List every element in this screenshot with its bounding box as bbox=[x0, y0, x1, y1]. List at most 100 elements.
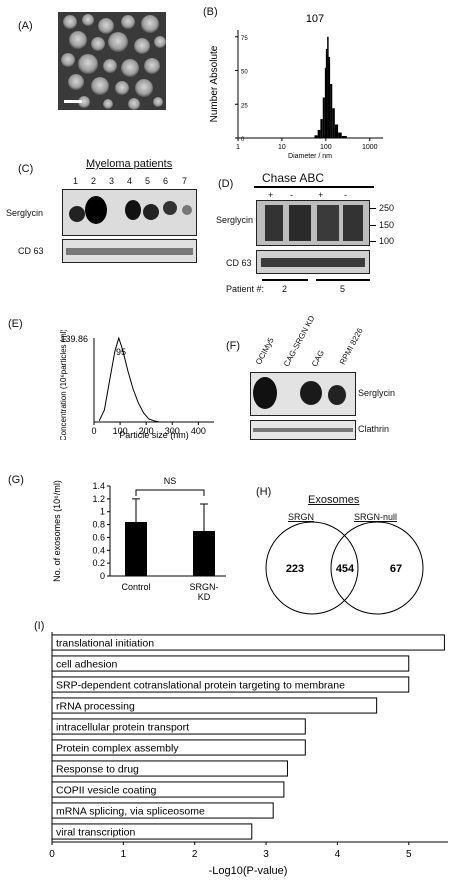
bar-label: Protein complex assembly bbox=[56, 743, 179, 755]
panel-f-serglycin-blot bbox=[250, 372, 356, 416]
bar bbox=[51, 718, 306, 735]
x-tick-label: 300 bbox=[165, 426, 180, 436]
panel-g-chart: NS 0 0.2 0.4 0.6 0.8 1 1.2 1.4 Control SRGN-KD No… bbox=[52, 476, 226, 602]
x-tick-label: 1000 bbox=[362, 144, 378, 151]
lane-label: 6 bbox=[163, 176, 169, 186]
bar bbox=[51, 781, 285, 798]
histogram-bar bbox=[338, 132, 342, 138]
panel-f-row-label-clathrin: Clathrin bbox=[358, 424, 390, 434]
panel-f-clathrin-blot bbox=[250, 420, 356, 440]
lane-label: 4 bbox=[127, 176, 133, 186]
bar bbox=[51, 760, 288, 777]
y-tick-label: 50 bbox=[241, 70, 248, 76]
panel-d-row-label-serglycin: Serglycin bbox=[216, 215, 254, 225]
bar bbox=[51, 634, 445, 651]
y-tick-label: 0 bbox=[100, 571, 105, 581]
marker-label: 150 bbox=[379, 220, 395, 230]
venn-overlap-count: 454 bbox=[336, 563, 355, 575]
x-category-label: SRGN- bbox=[190, 582, 219, 592]
bar-label: cell adhesion bbox=[56, 659, 117, 671]
x-tick-label: 2 bbox=[192, 849, 198, 860]
panel-f-label: (F) bbox=[226, 340, 241, 352]
panel-g-ns-label: NS bbox=[164, 476, 177, 486]
panel-f-row-label-serglycin: Serglycin bbox=[358, 388, 396, 398]
y-tick-label: 1 bbox=[100, 507, 105, 517]
panel-b-label: (B) bbox=[203, 6, 218, 18]
panel-f-lane-labels: OCIMy5 CAG-SRGN KD CAG RPMI 8226 bbox=[244, 310, 365, 370]
panel-d-serglycin-blot bbox=[256, 200, 370, 246]
panel-e-label: (E) bbox=[8, 318, 23, 330]
venn-circle-srgn-null bbox=[330, 521, 424, 615]
marker-tick bbox=[370, 241, 376, 242]
histogram-bar bbox=[327, 36, 329, 138]
panel-e-chart: 139.86 95 0 100 200 300 400 Particle size (n… bbox=[59, 330, 214, 440]
x-category-label: KD bbox=[198, 592, 211, 602]
y-tick-label: 0 bbox=[241, 137, 245, 143]
marker-tick bbox=[370, 225, 376, 226]
bar-label: COPII vesicle coating bbox=[56, 785, 157, 797]
histogram-bar bbox=[341, 135, 347, 138]
bar-label: SRP-dependent cotranslational protein ta… bbox=[56, 680, 345, 692]
panel-d-patient-label: Patient #: bbox=[226, 284, 265, 294]
panel-d-cd63-blot bbox=[256, 250, 370, 274]
bar bbox=[51, 802, 274, 819]
treatment-sign: - bbox=[344, 190, 347, 200]
x-category-label: Control bbox=[121, 582, 150, 592]
panel-e-y-axis-label: Concentration (10⁶particles /ml) bbox=[59, 330, 68, 440]
lane-label: RPMI 8226 bbox=[338, 326, 365, 367]
panel-c-cd63-blot bbox=[62, 239, 197, 263]
panel-d-title: Chase ABC bbox=[262, 171, 325, 185]
venn-right-set-label: SRGN-null bbox=[354, 512, 398, 522]
panel-g-significance-bracket bbox=[135, 489, 205, 496]
venn-left-set-label: SRGN bbox=[288, 512, 315, 522]
size-distribution-line bbox=[98, 336, 160, 423]
bar bbox=[125, 522, 147, 576]
treatment-sign: + bbox=[268, 190, 274, 200]
y-tick-label: 0.8 bbox=[92, 520, 105, 530]
histogram-bar bbox=[334, 124, 339, 138]
x-tick-label: 4 bbox=[335, 849, 341, 860]
panel-c-lane-labels: 1 2 3 4 5 6 7 bbox=[66, 176, 196, 188]
x-tick-label: 100 bbox=[320, 144, 332, 151]
patient-group-bar bbox=[316, 279, 370, 281]
lane-label: 7 bbox=[182, 176, 188, 186]
panel-b-chart: 107 1 10 100 1000 0 25 50 75 Diameter / nm Numb… bbox=[209, 13, 383, 160]
panel-g-y-axis-label: No. of exosomes (10⁶/ml) bbox=[52, 480, 62, 582]
lane-label: 1 bbox=[73, 176, 79, 186]
panel-h-venn: 223 454 67 bbox=[265, 521, 424, 615]
panel-a-label: (A) bbox=[18, 20, 33, 32]
y-tick-label: 1.2 bbox=[92, 494, 105, 504]
bar-label: mRNA splicing, via spliceosome bbox=[56, 806, 205, 818]
panel-d-label: (D) bbox=[218, 178, 234, 190]
x-tick-label: 5 bbox=[406, 849, 412, 860]
bar-label: rRNA processing bbox=[56, 701, 135, 713]
histogram-bar bbox=[330, 84, 333, 138]
x-tick-label: 10 bbox=[278, 144, 286, 151]
venn-circle-srgn bbox=[265, 521, 359, 615]
bar-label: intracellular protein transport bbox=[56, 722, 189, 734]
bar bbox=[193, 531, 215, 576]
x-tick-label: 200 bbox=[139, 426, 154, 436]
y-tick-label: 75 bbox=[241, 36, 248, 42]
histogram-bar bbox=[322, 97, 325, 138]
panel-c-row-label-serglycin: Serglycin bbox=[6, 208, 44, 218]
patient-group-bar bbox=[262, 279, 308, 281]
panel-c-label: (C) bbox=[18, 163, 34, 175]
panel-c-row-label-cd63: CD 63 bbox=[18, 246, 44, 256]
panel-b-y-axis-label: Number Absolute bbox=[209, 45, 220, 122]
panel-h-title: Exosomes bbox=[308, 494, 360, 506]
panel-e-y-axis-label-text: Concentration (10⁶particles /ml) bbox=[59, 330, 68, 440]
histogram-bar bbox=[324, 67, 327, 138]
panel-i-label: (I) bbox=[34, 620, 45, 632]
lane-label: OCIMy5 bbox=[254, 336, 276, 367]
panel-d-row-label-cd63: CD 63 bbox=[226, 258, 252, 268]
lane-label: CAG bbox=[310, 348, 327, 369]
panel-d-title-line bbox=[254, 186, 374, 188]
x-tick-label: 400 bbox=[191, 426, 206, 436]
histogram-bar bbox=[325, 48, 328, 138]
bar bbox=[51, 676, 410, 693]
bar bbox=[51, 739, 306, 756]
marker-label: 100 bbox=[379, 236, 395, 246]
venn-left-only-count: 223 bbox=[286, 563, 304, 575]
histogram-bar bbox=[328, 57, 331, 138]
